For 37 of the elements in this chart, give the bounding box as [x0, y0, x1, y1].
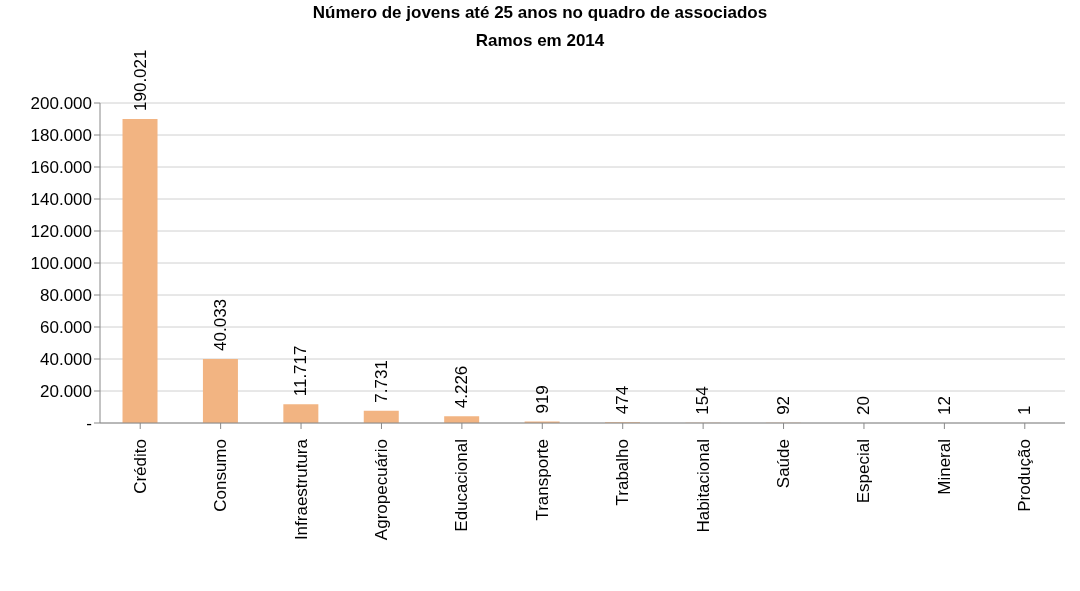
- y-tick-label: 140.000: [30, 190, 92, 210]
- x-tick-label: Especial: [854, 439, 874, 504]
- x-tick-label: Trabalho: [613, 439, 633, 506]
- data-label: 11.717: [291, 345, 311, 397]
- x-tick-label: Mineral: [934, 439, 954, 495]
- x-tick-label: Consumo: [211, 439, 231, 512]
- data-label: 190.021: [130, 49, 150, 111]
- x-tick-label: Educacional: [452, 439, 472, 532]
- x-tick-label: Agropecuário: [371, 439, 391, 541]
- chart-subtitle: Ramos em 2014: [475, 31, 605, 50]
- x-tick-label: Transporte: [532, 439, 552, 521]
- y-tick-label: 180.000: [30, 126, 92, 146]
- data-label: 12: [934, 396, 954, 415]
- data-label: 92: [773, 395, 793, 415]
- y-tick-label: 40.000: [40, 350, 92, 370]
- y-tick-label: 60.000: [40, 318, 92, 338]
- y-tick-label: 200.000: [30, 94, 92, 114]
- y-tick-label: 100.000: [30, 254, 92, 274]
- y-tick-label: 80.000: [40, 286, 92, 306]
- data-label: 474: [613, 385, 633, 415]
- data-label: 1: [1015, 405, 1035, 415]
- x-tick-label: Produção: [1015, 439, 1035, 512]
- data-label: 40.033: [210, 298, 230, 351]
- x-tick-label: Crédito: [130, 439, 150, 494]
- x-tick-label: Habitacional: [693, 439, 713, 533]
- y-tick-label: -: [86, 414, 92, 434]
- chart-title: Número de jovens até 25 anos no quadro de associados: [311, 2, 769, 24]
- data-label: 919: [532, 385, 552, 414]
- x-tick-label: Infraestrutura: [291, 438, 311, 541]
- y-tick-label: 120.000: [30, 222, 92, 242]
- data-label: 154: [693, 386, 713, 415]
- y-tick-label: 160.000: [30, 158, 92, 178]
- data-label: 4.226: [452, 365, 472, 409]
- y-tick-label: 20.000: [40, 382, 92, 402]
- x-tick-label: Saúde: [774, 439, 794, 489]
- data-label: 20: [854, 396, 874, 415]
- data-label: 7.731: [371, 360, 391, 403]
